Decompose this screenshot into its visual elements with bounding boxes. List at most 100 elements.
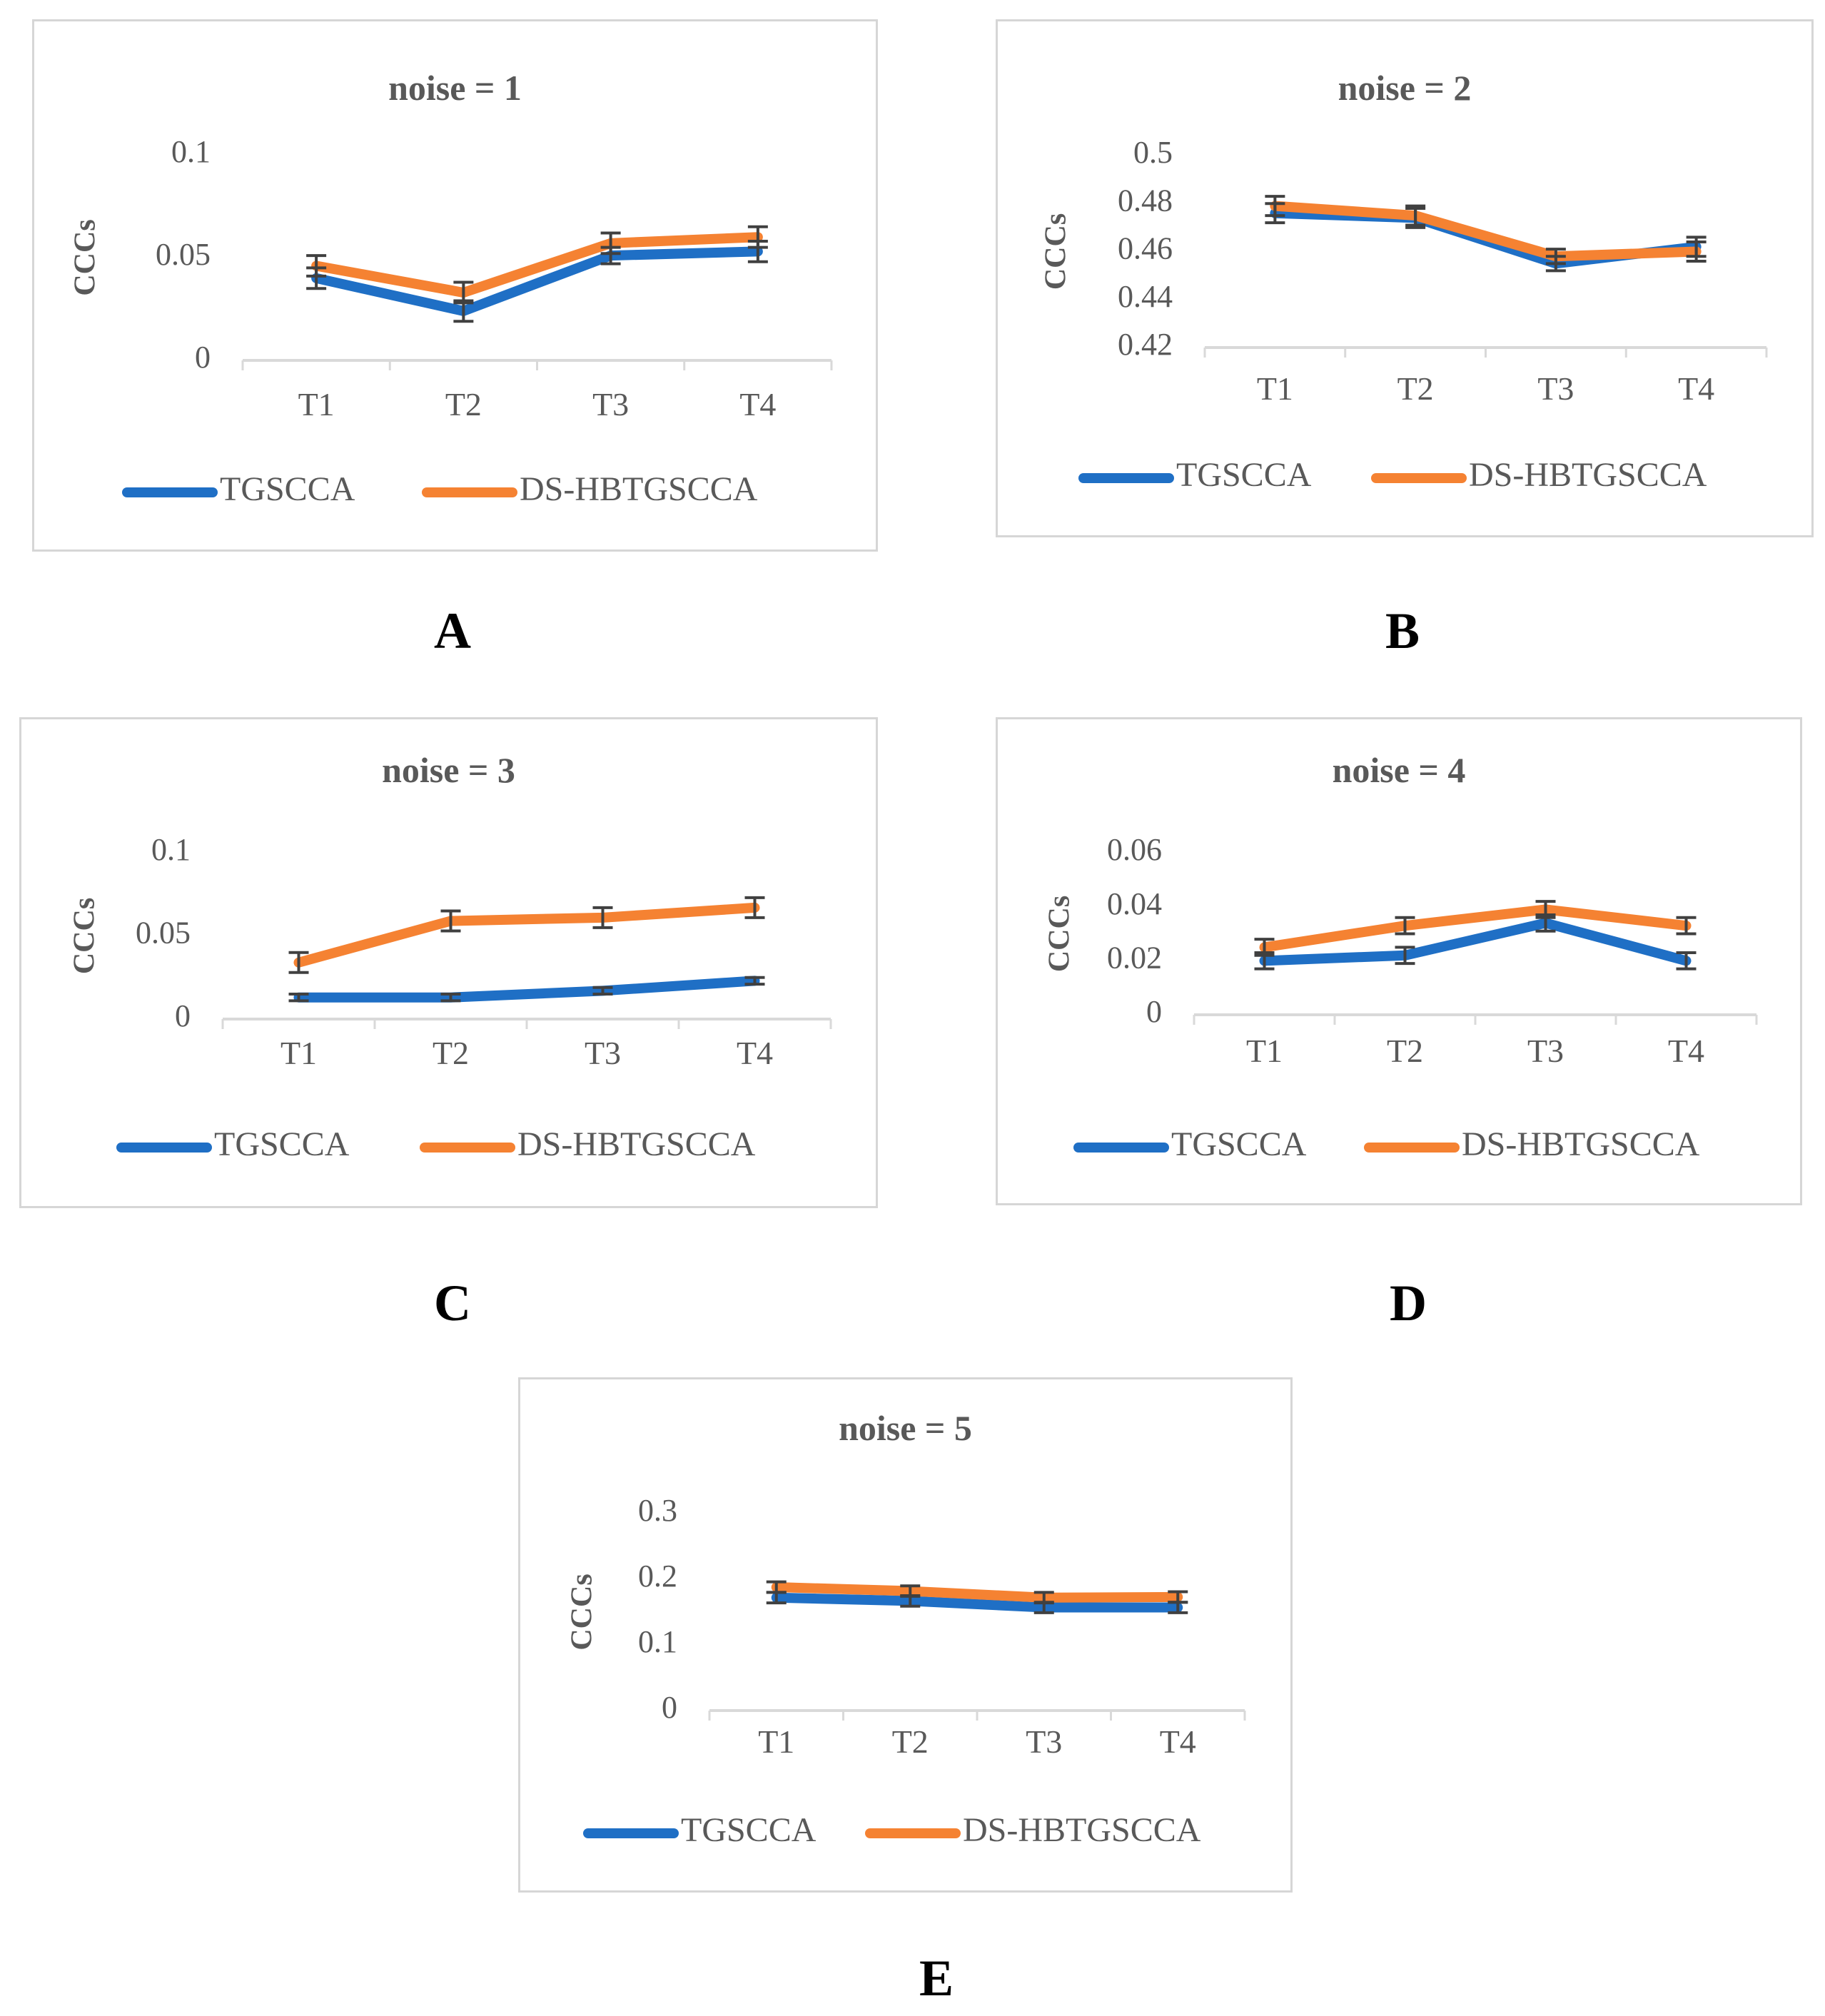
x-tick-label: T2 — [433, 1035, 469, 1071]
y-tick-label: 0.1 — [638, 1624, 677, 1659]
y-tick-label: 0 — [175, 998, 191, 1033]
chart-svg: noise = 3 CCCs 0 0.05 0.1 T1 T2 T3 T4 TGSCCA DS-HB… — [69, 750, 832, 1163]
chart-svg: noise = 5 CCCs 0 0.1 0.2 0.3 T1 T2 T3 T4 TGSCCA DS-… — [566, 1408, 1246, 1849]
x-tick-label: T3 — [585, 1035, 621, 1071]
legend-label-ds-hbtgscca: DS-HBTGSCCA — [517, 1125, 756, 1163]
x-tick-label: T4 — [1668, 1033, 1704, 1069]
error-bar — [453, 280, 474, 305]
y-tick-label: 0.46 — [1118, 231, 1173, 266]
error-bar — [288, 993, 309, 1003]
legend-label-ds-hbtgscca: DS-HBTGSCCA — [963, 1811, 1201, 1849]
series-line-tgscca — [311, 246, 763, 316]
chart-title: noise = 3 — [382, 750, 515, 790]
chart-panel-noise-2: noise = 2 CCCs 0.42 0.44 0.46 0.48 0.5 T1 T2 T3 T4… — [996, 19, 1814, 537]
error-bar — [1405, 204, 1426, 227]
chart-panel-noise-5: noise = 5 CCCs 0 0.1 0.2 0.3 T1 T2 T3 T4 TGSCCA DS-… — [518, 1377, 1293, 1893]
series-line-ds-hbtgscca — [311, 232, 763, 298]
y-axis-label: CCCs — [1043, 896, 1076, 972]
error-bar — [1033, 1591, 1054, 1605]
panel-letter-c: C — [434, 1275, 471, 1332]
error-bar — [766, 1580, 787, 1594]
error-bar — [1545, 248, 1566, 265]
error-bar — [1676, 916, 1697, 936]
chart-panel-noise-1: noise = 1 CCCs 0 0.05 0.1 T1 T2 T3 T4 TGSCCA DS-HB… — [32, 19, 878, 552]
error-bar — [306, 254, 327, 278]
error-bar — [900, 1584, 921, 1598]
error-bar — [288, 951, 309, 974]
x-tick-label: T2 — [1397, 370, 1434, 407]
x-tick-label: T3 — [592, 386, 629, 422]
x-tick-label: T1 — [280, 1035, 317, 1071]
y-tick-label: 0.2 — [638, 1559, 677, 1594]
x-tick-label: T1 — [758, 1723, 794, 1760]
x-tick-label: T3 — [1026, 1723, 1062, 1760]
chart-panel-noise-4: noise = 4 CCCs 0 0.02 0.04 0.06 T1 T2 T3 T4 TGSCCA… — [996, 717, 1802, 1205]
legend-label-ds-hbtgscca: DS-HBTGSCCA — [1462, 1125, 1700, 1163]
legend-label-tgscca: TGSCCA — [214, 1125, 350, 1163]
legend-label-tgscca: TGSCCA — [681, 1811, 817, 1849]
y-axis-label: CCCs — [69, 219, 102, 295]
chart-svg: noise = 2 CCCs 0.42 0.44 0.46 0.48 0.5 T1 T2 T3 T4… — [1040, 68, 1768, 494]
x-tick-label: T1 — [298, 386, 335, 422]
y-tick-label: 0.05 — [156, 237, 211, 272]
x-tick-label: T2 — [892, 1723, 929, 1760]
error-bar — [1395, 946, 1415, 966]
panel-letter-a: A — [434, 602, 471, 659]
chart-svg: noise = 4 CCCs 0 0.02 0.04 0.06 T1 T2 T3 T4 TGSCCA… — [1043, 750, 1758, 1163]
y-tick-label: 0.44 — [1118, 279, 1173, 314]
legend-label-ds-hbtgscca: DS-HBTGSCCA — [1469, 456, 1707, 494]
series-line-ds-hbtgscca — [1270, 201, 1702, 262]
y-tick-label: 0.5 — [1133, 135, 1173, 170]
x-tick-label: T1 — [1246, 1033, 1283, 1069]
error-bar — [600, 231, 621, 255]
y-axis-label: CCCs — [1040, 213, 1073, 290]
y-tick-label: 0.02 — [1107, 940, 1162, 975]
series-line-tgscca — [771, 1592, 1183, 1613]
error-bar — [1395, 916, 1415, 936]
x-tick-label: T2 — [445, 386, 482, 422]
error-bar — [1168, 1590, 1188, 1604]
y-tick-label: 0.3 — [638, 1493, 677, 1528]
x-tick-label: T3 — [1527, 1033, 1564, 1069]
legend-label-tgscca: TGSCCA — [220, 470, 355, 508]
error-bar — [1265, 195, 1285, 218]
error-bar — [744, 896, 765, 919]
y-tick-label: 0 — [1146, 994, 1162, 1029]
error-bar — [592, 906, 613, 929]
x-tick-label: T4 — [1160, 1723, 1196, 1760]
y-axis-label: CCCs — [69, 898, 101, 974]
y-tick-label: 0.04 — [1107, 886, 1162, 921]
series-line-tgscca — [1259, 918, 1692, 966]
y-tick-label: 0.1 — [151, 832, 191, 867]
y-tick-label: 0 — [195, 340, 211, 375]
y-tick-label: 0 — [662, 1690, 677, 1725]
chart-title: noise = 5 — [839, 1408, 972, 1448]
x-tick-label: T4 — [739, 386, 776, 422]
y-tick-label: 0.06 — [1107, 832, 1162, 867]
error-bar — [440, 993, 461, 1003]
error-bar — [1676, 951, 1697, 971]
chart-svg: noise = 1 CCCs 0 0.05 0.1 T1 T2 T3 T4 TGSCCA DS-HB… — [69, 68, 833, 508]
chart-panel-noise-3: noise = 3 CCCs 0 0.05 0.1 T1 T2 T3 T4 TGSCCA DS-HB… — [19, 717, 878, 1208]
panel-letter-d: D — [1390, 1275, 1427, 1332]
y-tick-label: 0.42 — [1118, 327, 1173, 362]
x-tick-label: T1 — [1257, 370, 1293, 407]
error-bar — [440, 909, 461, 933]
error-bar — [1254, 938, 1275, 957]
x-tick-label: T4 — [737, 1035, 773, 1071]
error-bar — [747, 225, 768, 249]
series-line-ds-hbtgscca — [1259, 904, 1692, 953]
error-bar — [744, 976, 765, 986]
y-tick-label: 0.1 — [171, 134, 211, 169]
x-tick-label: T3 — [1537, 370, 1574, 407]
series-line-tgscca — [293, 976, 760, 1003]
chart-title: noise = 4 — [1333, 750, 1466, 790]
series-line-ds-hbtgscca — [771, 1582, 1183, 1603]
legend-label-ds-hbtgscca: DS-HBTGSCCA — [520, 470, 758, 508]
chart-title: noise = 1 — [388, 68, 522, 108]
y-tick-label: 0.48 — [1118, 183, 1173, 218]
y-tick-label: 0.05 — [136, 916, 191, 951]
panel-letter-e: E — [919, 1950, 954, 2007]
error-bar — [1686, 240, 1707, 263]
chart-title: noise = 2 — [1338, 68, 1472, 108]
